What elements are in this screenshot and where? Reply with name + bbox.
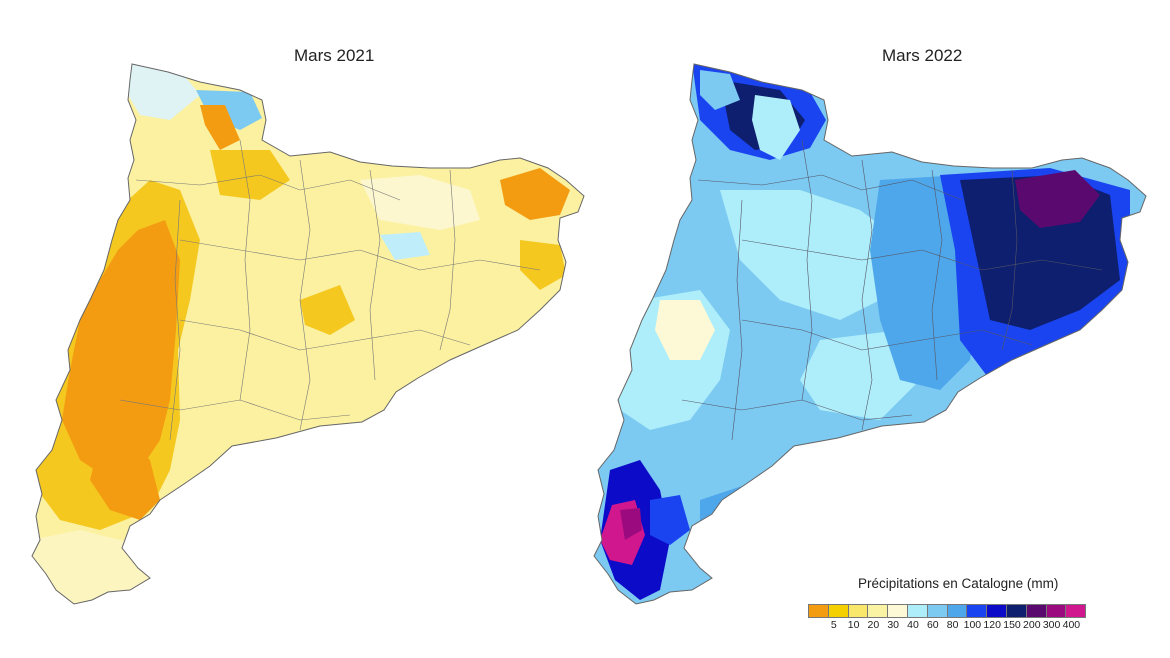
legend-title: Précipitations en Catalogne (mm) [858, 576, 1059, 591]
legend-tick-label: 150 [1003, 619, 1021, 631]
county-borders-2021 [119, 139, 541, 441]
legend-swatch [848, 605, 869, 617]
legend-tick-label: 60 [926, 619, 939, 631]
legend-tick-label: 100 [963, 619, 982, 631]
precipitation-map-2021 [32, 64, 584, 604]
legend-swatch [1026, 605, 1047, 617]
catalonia-outline-2022 [593, 63, 1147, 605]
legend-tick-label: 120 [983, 619, 1001, 631]
legend-tick-label: 400 [1062, 619, 1081, 631]
legend-swatch [1006, 605, 1027, 617]
legend-tick-label: 40 [907, 619, 919, 631]
legend-swatch [987, 605, 1007, 617]
legend-tick-label: 10 [847, 619, 860, 631]
catalonia-outline-2021 [31, 63, 585, 605]
legend-swatch [1046, 605, 1067, 617]
precipitation-legend: Précipitations en Catalogne (mm) 5 10 20 30… [808, 576, 1128, 636]
legend-color-bar [808, 604, 1087, 618]
legend-swatch [927, 605, 948, 617]
precipitation-map-2022 [594, 64, 1146, 604]
legend-swatch [907, 605, 928, 617]
legend-tick-label: 200 [1023, 619, 1041, 631]
legend-tick-label: 80 [946, 619, 959, 631]
map-title-2022: Mars 2022 [882, 46, 963, 65]
county-borders-2022 [681, 139, 1103, 441]
legend-swatch [809, 605, 829, 617]
legend-tick-label: 300 [1042, 619, 1061, 631]
legend-tick-label: 30 [887, 619, 900, 631]
legend-swatch [888, 605, 908, 617]
map-title-2021: Mars 2021 [294, 46, 375, 65]
legend-swatch [1066, 605, 1086, 617]
legend-swatch [868, 605, 889, 617]
legend-tick-labels: 5 10 20 30 40 60 80 100 120 150 200 300 400 [808, 619, 1128, 635]
legend-swatch [947, 605, 968, 617]
legend-tick-label: 5 [830, 619, 837, 631]
legend-tick-label: 20 [867, 619, 880, 631]
legend-swatch [828, 605, 849, 617]
legend-swatch [967, 605, 988, 617]
